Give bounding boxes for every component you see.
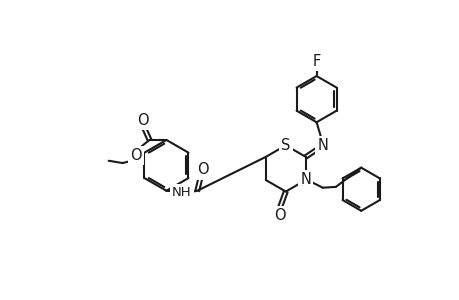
Text: S: S bbox=[280, 138, 290, 153]
Text: N: N bbox=[317, 138, 327, 153]
Text: O: O bbox=[196, 163, 208, 178]
Text: F: F bbox=[312, 54, 320, 69]
Text: O: O bbox=[137, 113, 149, 128]
Text: O: O bbox=[273, 208, 285, 223]
Text: O: O bbox=[129, 148, 141, 163]
Text: NH: NH bbox=[172, 186, 191, 199]
Text: N: N bbox=[300, 172, 311, 188]
